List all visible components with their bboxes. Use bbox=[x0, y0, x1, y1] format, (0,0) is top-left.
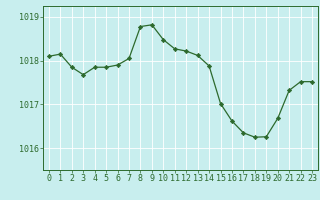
Text: Graphe pression niveau de la mer (hPa): Graphe pression niveau de la mer (hPa) bbox=[48, 183, 272, 193]
